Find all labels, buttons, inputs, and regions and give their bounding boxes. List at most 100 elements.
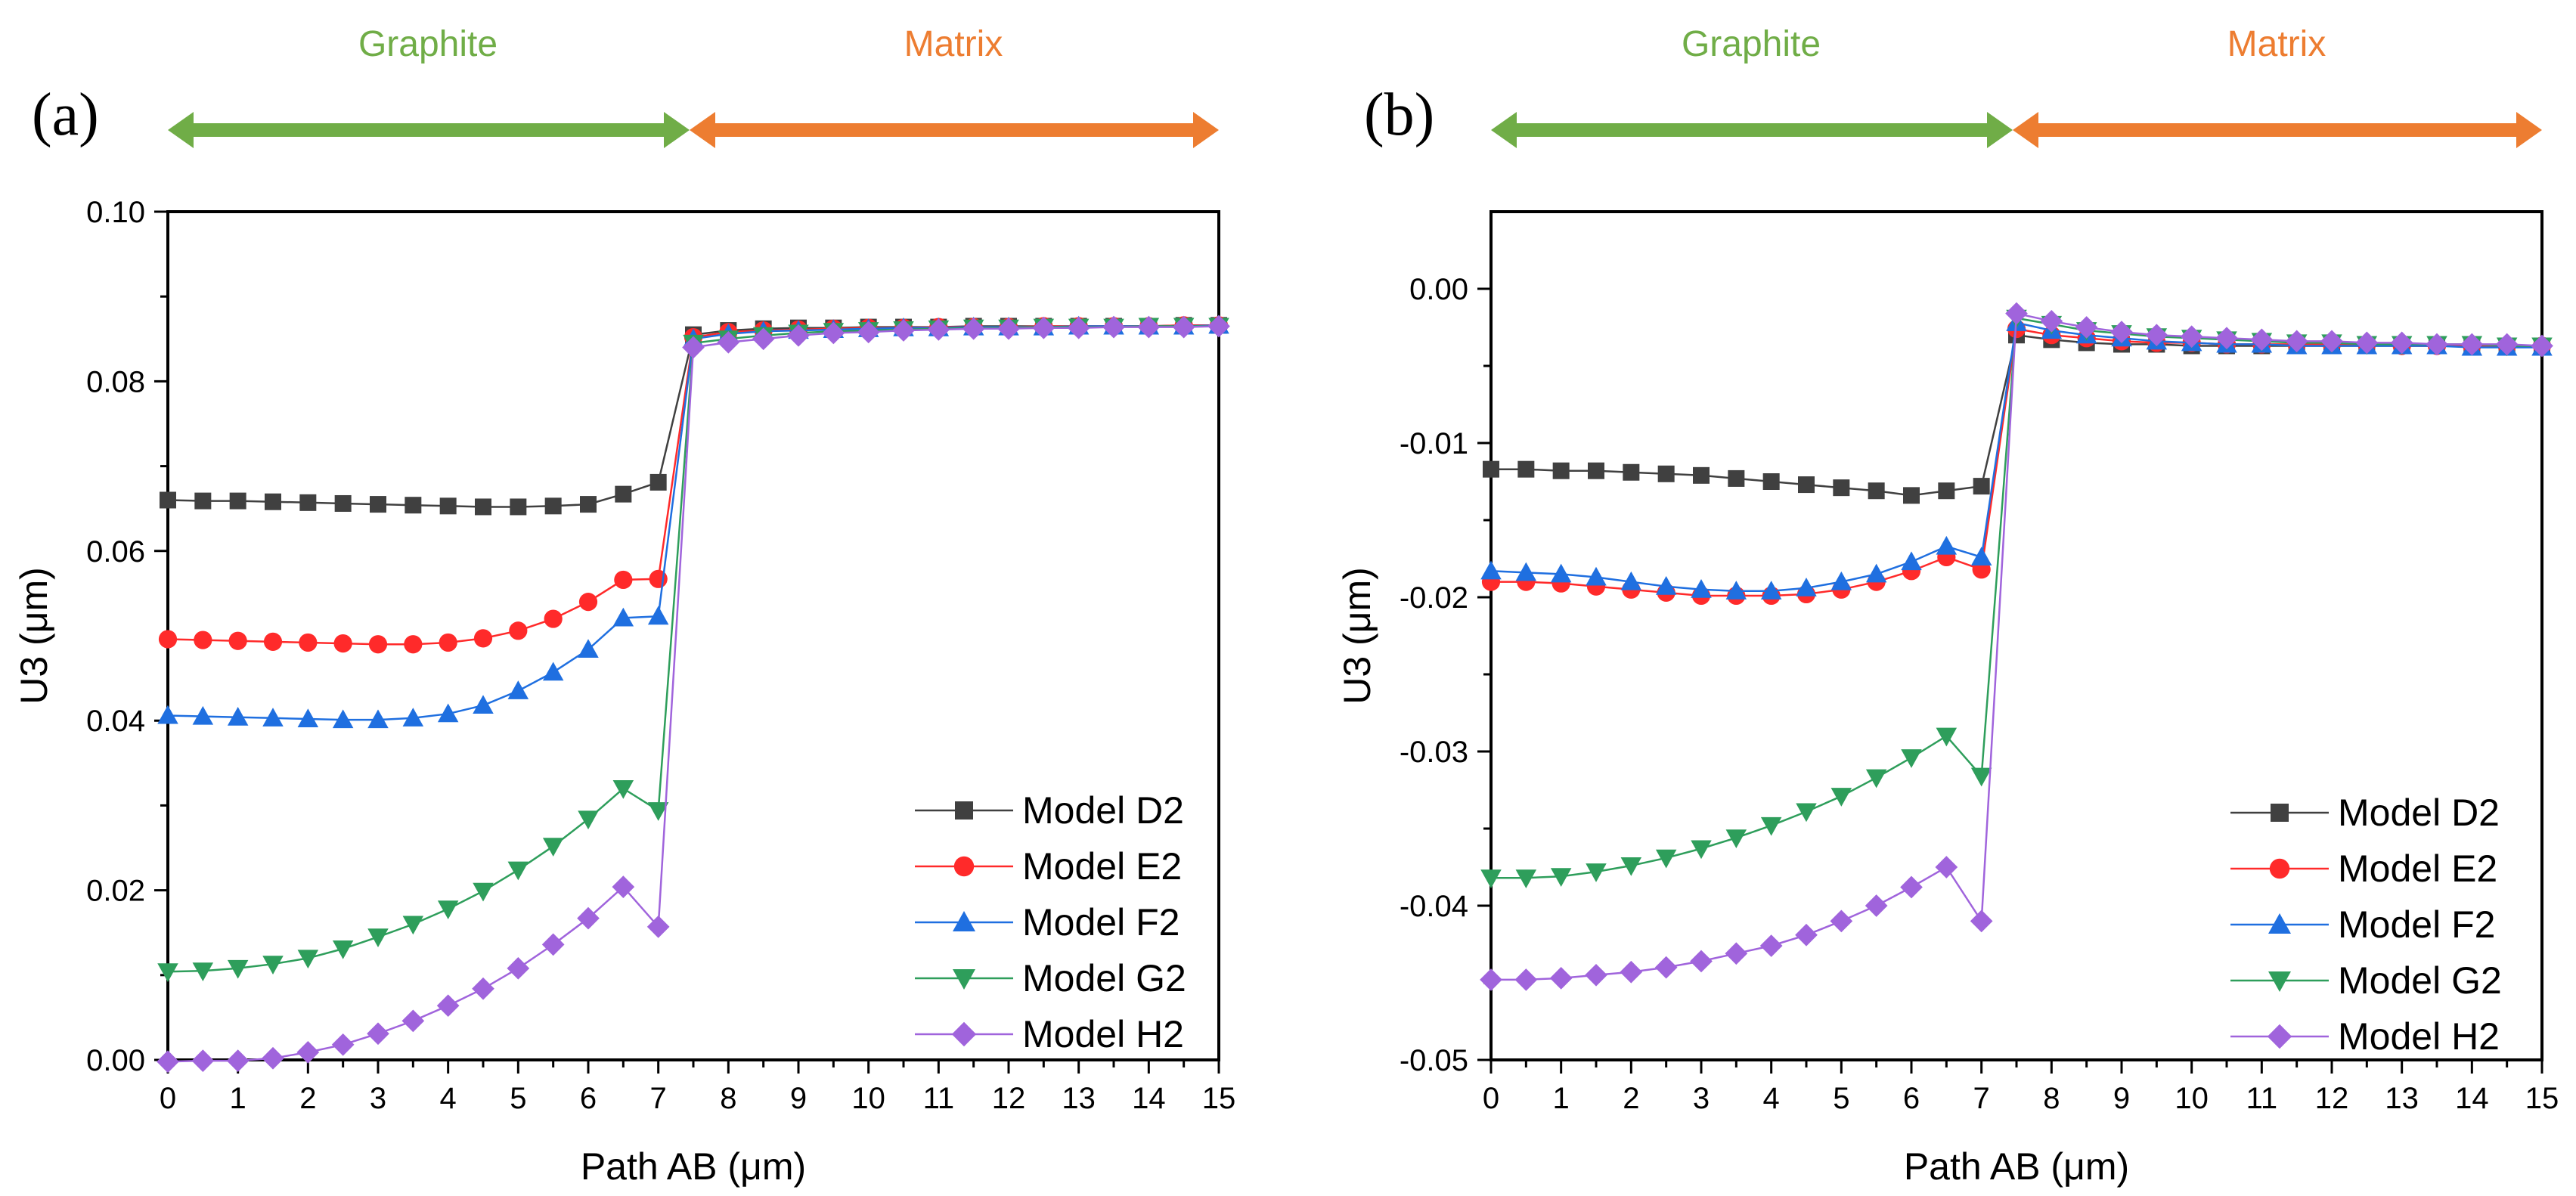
- data-point: [1207, 314, 1230, 338]
- data-point: [787, 324, 810, 347]
- x-tick-label: 7: [1973, 1082, 1990, 1115]
- data-point: [158, 630, 178, 649]
- data-point: [612, 875, 635, 898]
- data-point: [331, 1033, 355, 1056]
- data-point: [1655, 575, 1677, 595]
- series-model-f2: [157, 314, 1229, 729]
- y-tick-label: 0.00: [86, 1044, 145, 1077]
- legend-label: Model G2: [1022, 957, 1186, 999]
- legend-marker: [953, 911, 975, 931]
- data-point: [1830, 909, 1853, 933]
- data-point: [2075, 316, 2098, 339]
- data-point: [752, 327, 775, 351]
- data-point: [297, 950, 319, 969]
- legend-marker: [953, 969, 975, 990]
- data-point: [439, 633, 457, 652]
- data-point: [192, 705, 214, 725]
- data-point: [296, 1041, 320, 1064]
- x-tick-label: 15: [1202, 1082, 1236, 1115]
- legend-label: Model G2: [2338, 959, 2502, 1002]
- series-line: [167, 325, 1220, 1063]
- data-point: [1102, 315, 1125, 339]
- matrix-label: Matrix: [2227, 24, 2326, 64]
- series-model-e2: [158, 316, 1229, 654]
- data-point: [1970, 767, 1992, 787]
- data-point: [542, 838, 564, 857]
- data-point: [475, 498, 491, 516]
- data-point: [1760, 581, 1782, 600]
- data-point: [1901, 551, 1922, 571]
- data-point: [647, 606, 669, 625]
- data-point: [892, 319, 915, 342]
- data-point: [192, 962, 214, 981]
- data-point: [2426, 333, 2448, 356]
- x-tick-label: 11: [923, 1082, 955, 1115]
- data-point: [262, 956, 284, 974]
- data-point: [1796, 803, 1817, 823]
- series-model-f2: [1480, 312, 2553, 600]
- data-point: [1480, 968, 1502, 991]
- data-point: [612, 607, 634, 627]
- data-point: [1693, 466, 1710, 484]
- data-point: [157, 963, 178, 983]
- data-point: [1795, 923, 1818, 947]
- data-point: [1480, 560, 1502, 580]
- data-point: [370, 496, 386, 513]
- x-tick-label: 6: [1903, 1082, 1920, 1115]
- data-point: [578, 593, 598, 612]
- data-point: [332, 709, 354, 729]
- data-point: [1796, 578, 1817, 596]
- y-tick-label: 0.08: [86, 365, 145, 398]
- data-point: [542, 662, 564, 681]
- data-point: [405, 497, 422, 514]
- data-point: [1973, 478, 1990, 495]
- legend-entry: Model D2: [2230, 792, 2500, 834]
- data-point: [1654, 956, 1678, 979]
- data-point: [1759, 934, 1783, 957]
- x-tick-label: 13: [2385, 1082, 2419, 1115]
- data-point: [263, 632, 283, 651]
- data-point: [473, 629, 493, 648]
- data-point: [191, 1049, 215, 1072]
- data-point: [2040, 309, 2063, 333]
- data-point: [299, 633, 318, 652]
- data-point: [1657, 465, 1675, 482]
- data-point: [1762, 473, 1780, 490]
- data-point: [1833, 479, 1850, 497]
- data-point: [299, 494, 317, 511]
- series-model-d2: [1483, 327, 2550, 504]
- data-point: [1690, 950, 1713, 973]
- panel-label-b: (b): [1364, 82, 1434, 148]
- y-tick-label: -0.01: [1400, 427, 1468, 460]
- data-point: [1550, 868, 1572, 887]
- data-point: [1517, 460, 1535, 478]
- data-point: [1725, 942, 1748, 965]
- data-point: [437, 703, 459, 723]
- data-point: [1588, 462, 1604, 479]
- data-point: [1900, 875, 1923, 899]
- data-point: [2355, 331, 2379, 355]
- data-point: [227, 706, 249, 726]
- data-point: [507, 861, 529, 881]
- data-point: [1137, 315, 1161, 339]
- y-axis-title: U3 (μm): [13, 567, 55, 705]
- y-tick-label: 0.06: [86, 535, 145, 569]
- series-line: [1490, 321, 2542, 593]
- panel-label-a: (a): [32, 82, 99, 148]
- data-point: [682, 336, 705, 359]
- series-model-h2: [157, 314, 1230, 1074]
- data-point: [473, 695, 494, 714]
- data-point: [649, 473, 667, 491]
- data-point: [228, 631, 247, 650]
- data-point: [580, 496, 597, 513]
- legend-entry: Model F2: [915, 901, 1180, 943]
- x-tick-label: 7: [650, 1082, 667, 1115]
- data-point: [1901, 749, 1922, 768]
- x-tick-label: 5: [510, 1082, 526, 1115]
- data-point: [717, 330, 740, 354]
- graphite-arrow: [1491, 112, 2013, 148]
- series-line: [167, 324, 1219, 646]
- x-tick-label: 10: [2175, 1082, 2209, 1115]
- data-point: [2180, 325, 2203, 349]
